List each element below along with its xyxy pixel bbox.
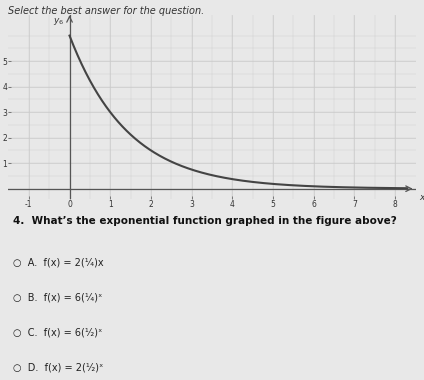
Text: 4.  What’s the exponential function graphed in the figure above?: 4. What’s the exponential function graph… [13,216,396,226]
Text: ○  A.  f(x) = 2(¹⁄₄)x: ○ A. f(x) = 2(¹⁄₄)x [13,257,103,268]
Text: Select the best answer for the question.: Select the best answer for the question. [8,6,205,16]
Text: ○  D.  f(x) = 2(¹⁄₂)ˣ: ○ D. f(x) = 2(¹⁄₂)ˣ [13,363,103,373]
Text: ○  C.  f(x) = 6(¹⁄₂)ˣ: ○ C. f(x) = 6(¹⁄₂)ˣ [13,328,102,338]
Text: x: x [420,193,424,201]
Text: $y_6$: $y_6$ [53,16,64,27]
Text: ○  B.  f(x) = 6(¹⁄₄)ˣ: ○ B. f(x) = 6(¹⁄₄)ˣ [13,293,102,302]
